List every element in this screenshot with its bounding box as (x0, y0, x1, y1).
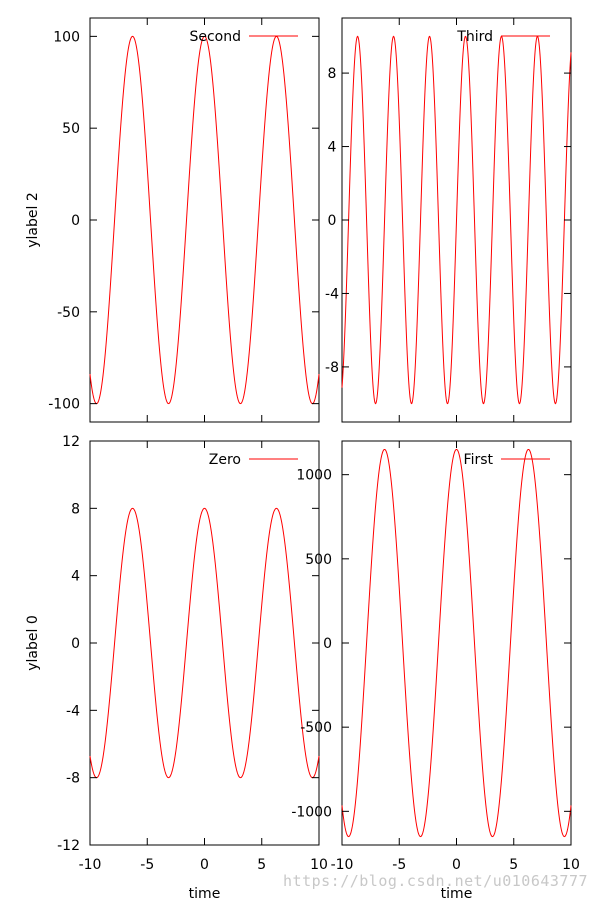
y-tick-label: -4 (66, 703, 80, 719)
series-line-zero (89, 507, 320, 779)
legend: Second (189, 29, 298, 45)
y-tick-label: -500 (300, 720, 332, 736)
watermark-text: https://blog.csdn.net/u010643777 (283, 872, 588, 890)
x-tick-label: -5 (392, 857, 406, 873)
y-tick-label: 8 (71, 501, 80, 517)
y-tick-label: -8 (66, 771, 80, 787)
legend: Zero (209, 452, 298, 468)
legend-label-third: Third (456, 29, 493, 45)
y-tick-label: 4 (71, 569, 80, 585)
y-tick-label: -4 (325, 286, 339, 302)
y-tick-label: 100 (53, 29, 80, 45)
legend-label-first: First (464, 452, 494, 468)
chart-panel-second: -100 -50 0 50 100 Second ylabel 2 (25, 17, 320, 423)
y-tick-label: 1000 (296, 468, 332, 484)
y-tick-label: 12 (62, 434, 80, 450)
y-tick-label: 50 (62, 121, 80, 137)
y-tick-label: 4 (328, 140, 337, 156)
y-tick-label: 0 (71, 213, 80, 229)
x-axis-label: time (189, 886, 221, 900)
chart-panel-first: -10 -5 0 5 10 -1000 -500 0 500 1000 First time (291, 440, 580, 900)
series-line-second (89, 35, 320, 405)
x-tick-label: -5 (140, 857, 154, 873)
axis-ticks: -10 -5 0 5 10 -1000 -500 0 500 1000 (291, 441, 580, 873)
y-tick-label: 0 (323, 636, 332, 652)
axis-ticks: -100 -50 0 50 100 (48, 18, 320, 422)
x-tick-label: 5 (257, 857, 266, 873)
y-tick-label: -50 (57, 305, 80, 321)
legend-label-second: Second (189, 29, 241, 45)
y-axis-label: ylabel 0 (25, 615, 41, 671)
y-tick-label: 0 (328, 213, 337, 229)
legend: First (464, 452, 550, 468)
chart-panel-zero: -10 -5 0 5 10 -12 -8 -4 0 4 8 12 Zero ylabel 0 time (25, 434, 328, 900)
y-tick-label: -100 (48, 397, 80, 413)
legend: Third (456, 29, 550, 45)
y-tick-label: 0 (71, 636, 80, 652)
plot-frame (89, 440, 320, 846)
y-tick-label: -1000 (291, 804, 332, 820)
x-tick-label: -10 (79, 857, 102, 873)
y-tick-label: 8 (328, 66, 337, 82)
x-tick-label: 0 (200, 857, 209, 873)
axis-ticks: -10 -5 0 5 10 -12 -8 -4 0 4 8 12 (57, 434, 328, 873)
axis-ticks: -8 -4 0 4 8 (325, 18, 572, 422)
y-tick-label: -8 (325, 360, 339, 376)
chart-panel-third: -8 -4 0 4 8 Third (325, 17, 572, 423)
x-axis-label: time (441, 886, 473, 900)
y-tick-label: 500 (305, 552, 332, 568)
series-line-first (341, 448, 572, 838)
x-tick-label: 5 (509, 857, 518, 873)
x-tick-label: 10 (562, 857, 580, 873)
x-tick-label: -10 (331, 857, 354, 873)
y-tick-label: -12 (57, 838, 80, 854)
y-axis-label: ylabel 2 (25, 192, 41, 248)
series-line-third (341, 35, 572, 405)
x-tick-label: 0 (452, 857, 461, 873)
x-tick-label: 10 (310, 857, 328, 873)
legend-label-zero: Zero (209, 452, 241, 468)
